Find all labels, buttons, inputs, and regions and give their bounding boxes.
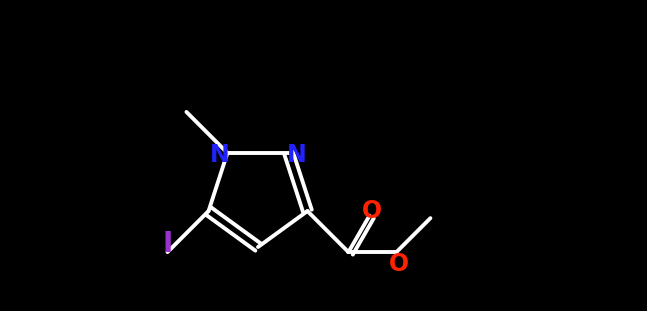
- Text: N: N: [287, 143, 307, 167]
- Text: I: I: [162, 230, 173, 258]
- Text: O: O: [388, 252, 408, 276]
- Text: O: O: [362, 199, 382, 223]
- Text: N: N: [210, 143, 229, 167]
